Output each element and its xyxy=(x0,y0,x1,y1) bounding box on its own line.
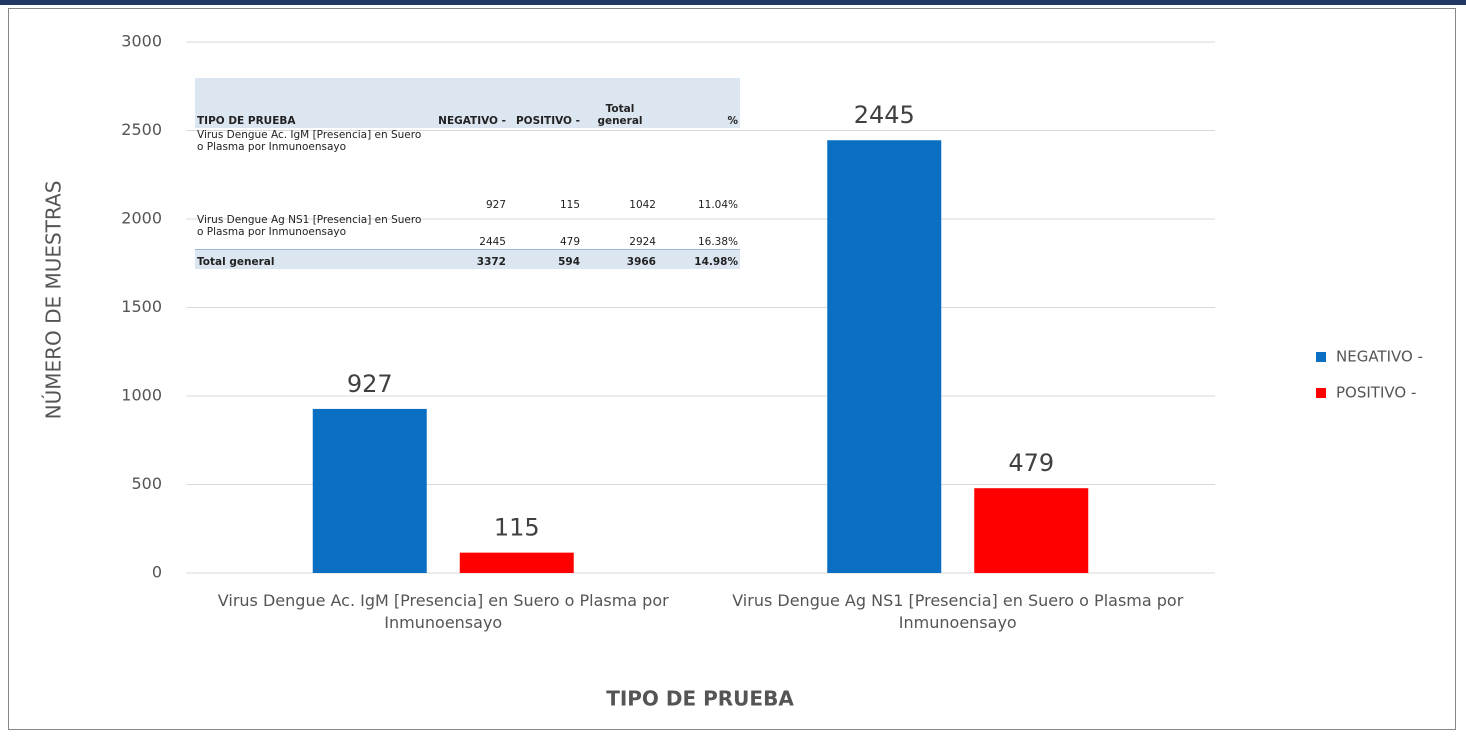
y-tick-label: 500 xyxy=(131,474,162,493)
x-tick-label: Virus Dengue Ag NS1 [Presencia] en Suero… xyxy=(732,591,1184,632)
summary-table: TIPO DE PRUEBA NEGATIVO - POSITIVO - Total … xyxy=(195,78,740,269)
y-tick-label: 2500 xyxy=(121,120,162,139)
legend-swatch xyxy=(1316,352,1326,362)
top-bar xyxy=(0,0,1466,5)
y-tick-label: 0 xyxy=(152,563,162,582)
table-row: Virus Dengue Ac. IgM [Presencia] en Suer… xyxy=(195,128,740,213)
legend-label: NEGATIVO - xyxy=(1336,348,1423,366)
bar xyxy=(974,488,1089,573)
table-cell: 2924 xyxy=(582,212,658,250)
table-header-cell: NEGATIVO - xyxy=(424,78,508,128)
table-header-row: TIPO DE PRUEBA NEGATIVO - POSITIVO - Total … xyxy=(195,78,740,128)
y-axis-label: NÚMERO DE MUESTRAS xyxy=(42,181,66,420)
data-label: 479 xyxy=(1008,449,1054,477)
bar xyxy=(827,140,942,574)
table-cell: 2445 xyxy=(424,212,508,250)
table-cell: Virus Dengue Ac. IgM [Presencia] en Suer… xyxy=(197,129,422,153)
data-label: 115 xyxy=(494,514,540,542)
bar xyxy=(459,552,574,573)
table-cell: 1042 xyxy=(629,199,656,211)
data-label: 927 xyxy=(347,370,393,398)
x-tick-label: Virus Dengue Ac. IgM [Presencia] en Suer… xyxy=(217,591,669,632)
table-cell: 594 xyxy=(508,249,582,269)
y-tick-label: 1000 xyxy=(121,386,162,405)
table-cell: Total general xyxy=(195,249,424,269)
table-cell: 3966 xyxy=(582,249,658,269)
legend-swatch xyxy=(1316,388,1326,398)
data-label: 2445 xyxy=(854,101,915,129)
table-header-cell: % xyxy=(658,78,740,128)
table-row: Total general 3372 594 3966 14.98% xyxy=(195,249,740,269)
table-cell: 16.38% xyxy=(658,212,740,250)
table-cell: 3372 xyxy=(424,249,508,269)
table-cell: 927 xyxy=(485,199,506,211)
table-cell: 14.98% xyxy=(658,249,740,269)
table-row: Virus Dengue Ag NS1 [Presencia] en Suero… xyxy=(195,212,740,250)
table-cell: 11.04% xyxy=(697,199,738,211)
table-cell: 479 xyxy=(508,212,582,250)
table-header-cell: Total general xyxy=(582,78,658,128)
table-cell: Virus Dengue Ag NS1 [Presencia] en Suero… xyxy=(195,212,424,250)
table-header-cell: TIPO DE PRUEBA xyxy=(195,78,424,128)
y-tick-label: 2000 xyxy=(121,209,162,228)
bar xyxy=(312,408,427,573)
table-cell: 115 xyxy=(559,199,580,211)
y-tick-label: 1500 xyxy=(121,297,162,316)
chart-frame xyxy=(8,8,1456,730)
x-axis-label: TIPO DE PRUEBA xyxy=(606,687,794,711)
legend-label: POSITIVO - xyxy=(1336,384,1416,402)
table-header-cell: POSITIVO - xyxy=(508,78,582,128)
y-tick-label: 3000 xyxy=(121,32,162,51)
